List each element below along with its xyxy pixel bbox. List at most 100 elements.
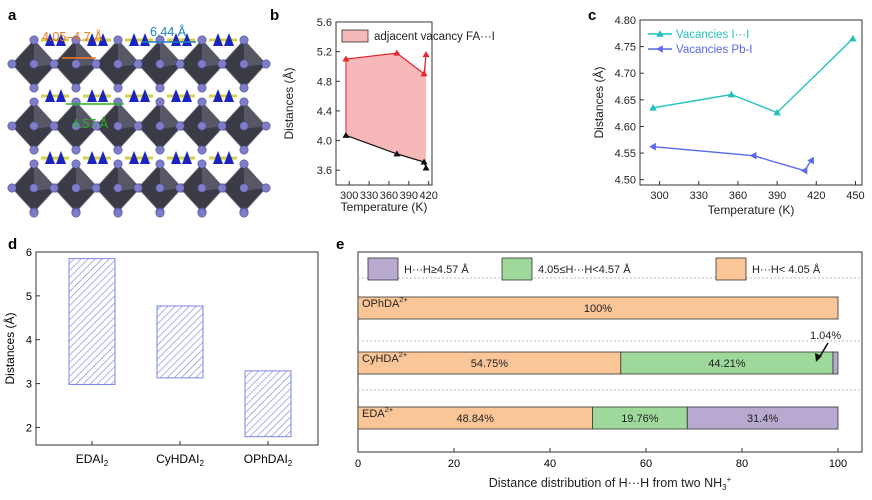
- iodide-atom: [197, 97, 207, 107]
- iodide-atom: [133, 183, 143, 193]
- lower-line: [345, 134, 427, 169]
- y-tick-label: 3: [26, 379, 32, 391]
- iodide-atom: [29, 145, 39, 155]
- y-tick-label: 3.6: [317, 165, 332, 177]
- cation-glyph: [129, 89, 139, 102]
- cation-glyph: [224, 151, 234, 164]
- iodide-atom: [239, 59, 249, 69]
- cation-glyph: [213, 151, 223, 164]
- plot-frame: [639, 19, 863, 186]
- iodide-atom: [71, 83, 81, 93]
- cation-glyph: [87, 89, 97, 102]
- range-bar: [68, 258, 116, 385]
- row-label: EDA2+: [362, 405, 394, 420]
- cation-glyph: [213, 33, 223, 46]
- iodide-atom: [155, 208, 165, 218]
- panel-label-e: e: [336, 236, 344, 253]
- upper-point: [393, 49, 401, 56]
- cation-glyph: [129, 151, 139, 164]
- iodide-atom: [155, 59, 165, 69]
- x-tick-label: 40: [544, 458, 556, 470]
- cation-glyph: [171, 151, 181, 164]
- lower-point: [342, 131, 350, 138]
- cation-glyph: [45, 151, 55, 164]
- cation-glyph: [98, 89, 108, 102]
- iodide-atom: [217, 183, 227, 193]
- upper-point: [422, 51, 430, 58]
- annotation-blue: 6.44 Å: [150, 24, 187, 39]
- y-tick-label: 4.65: [615, 95, 636, 107]
- y-tick-label: 5.6: [317, 17, 332, 29]
- octahedron-face: [34, 40, 56, 67]
- iodide-atom: [113, 97, 123, 107]
- x-tick-label: 450: [846, 190, 864, 202]
- x-tick-label: 330: [690, 190, 708, 202]
- x-tick-label: 100: [829, 458, 847, 470]
- octahedron-face: [76, 102, 98, 129]
- iodide-atom: [29, 121, 39, 131]
- cation-glyph: [224, 33, 234, 46]
- iodide-atom: [239, 83, 249, 93]
- cation-glyph: [182, 89, 192, 102]
- series-point: [807, 156, 814, 165]
- category-label: OPhDAI2: [244, 452, 293, 468]
- iodide-atom: [239, 145, 249, 155]
- iodide-atom: [7, 183, 17, 193]
- y-tick-label: 4.50: [615, 175, 636, 187]
- iodide-atom: [113, 183, 123, 193]
- octahedron-face: [118, 40, 140, 67]
- series-point: [727, 90, 736, 98]
- iodide-atom: [71, 97, 81, 107]
- y-tick-label: 5: [26, 291, 32, 303]
- cation-glyph: [213, 89, 223, 102]
- legend-swatch: [341, 29, 369, 43]
- cation-glyph: [87, 151, 97, 164]
- upper-line: [345, 52, 427, 75]
- series-point: [749, 151, 757, 160]
- x-tick-label: 390: [400, 190, 418, 202]
- cation-glyph: [45, 89, 55, 102]
- iodide-atom: [71, 145, 81, 155]
- x-tick-label: 360: [729, 190, 747, 202]
- y-tick-label: 4.4: [317, 106, 332, 118]
- lower-point: [393, 150, 401, 157]
- x-tick-label: 300: [340, 190, 358, 202]
- cation-glyph: [45, 33, 55, 46]
- octahedron-face: [34, 102, 56, 129]
- y-axis-label: Distances (Å): [2, 312, 17, 384]
- x-tick-label: 300: [650, 190, 668, 202]
- y-tick-label: 4.8: [317, 76, 332, 88]
- y-tick-label: 4.70: [615, 68, 636, 80]
- iodide-atom: [133, 121, 143, 131]
- y-tick-label: 4.55: [615, 148, 636, 160]
- octahedron-face: [34, 164, 56, 191]
- iodide-atom: [155, 97, 165, 107]
- octahedron-face: [160, 40, 182, 67]
- x-tick-label: 0: [355, 458, 361, 470]
- x-tick-label: 20: [448, 458, 460, 470]
- iodide-atom: [113, 35, 123, 45]
- iodide-atom: [197, 159, 207, 169]
- y-tick-label: 4.0: [317, 136, 332, 148]
- octahedron-face: [118, 164, 140, 191]
- iodide-atom: [239, 159, 249, 169]
- category-label: CyHDAI2: [156, 452, 204, 468]
- legend-marker: [656, 45, 663, 53]
- cation-glyph: [140, 89, 150, 102]
- plot-frame: [335, 21, 433, 186]
- iodide-atom: [239, 183, 249, 193]
- segment-label: 31.4%: [747, 413, 778, 425]
- cation-glyph: [98, 151, 108, 164]
- panel-a-structure: [7, 33, 271, 218]
- area-fill: [345, 53, 427, 168]
- plot-frame: [35, 251, 319, 446]
- octahedron-face: [160, 164, 182, 191]
- x-axis-label: Temperature (K): [708, 203, 795, 217]
- iodide-atom: [239, 121, 249, 131]
- bar-segment: [357, 296, 839, 320]
- legend-swatch: [367, 257, 399, 281]
- iodide-atom: [113, 145, 123, 155]
- x-tick-label: 420: [420, 190, 438, 202]
- x-axis-label: Distance distribution of H···H from two …: [489, 475, 732, 492]
